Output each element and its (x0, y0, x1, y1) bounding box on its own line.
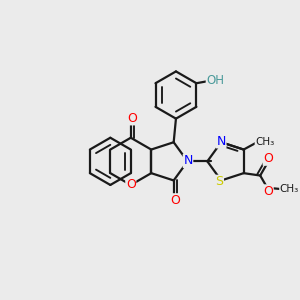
Text: O: O (263, 185, 273, 198)
Text: O: O (263, 152, 273, 165)
Text: O: O (128, 112, 137, 125)
Text: N: N (217, 135, 226, 148)
Text: N: N (183, 154, 193, 167)
Text: S: S (215, 175, 223, 188)
Text: CH₃: CH₃ (280, 184, 299, 194)
Text: O: O (171, 194, 180, 207)
Text: O: O (126, 178, 136, 191)
Text: OH: OH (206, 74, 224, 87)
Text: CH₃: CH₃ (255, 136, 274, 147)
